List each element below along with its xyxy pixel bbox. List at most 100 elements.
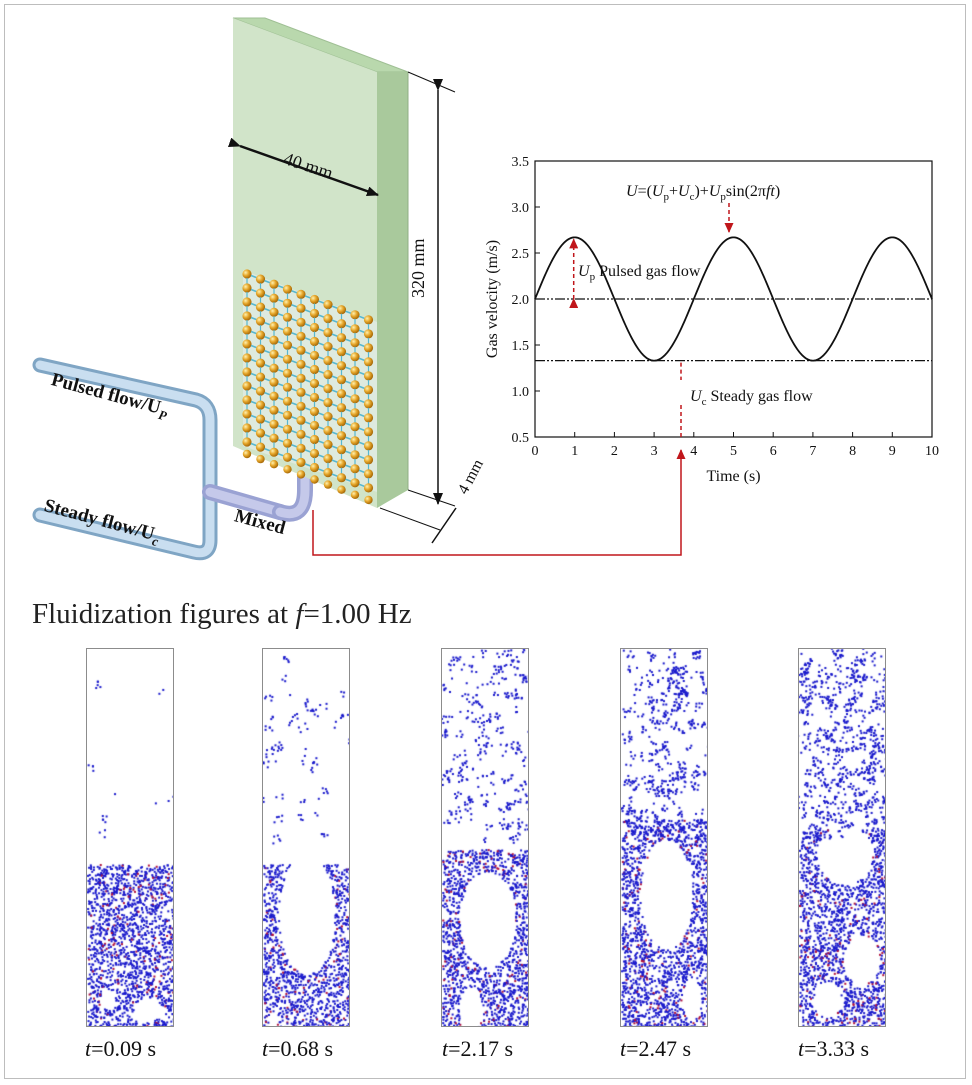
lattice-ball: [336, 333, 347, 343]
lattice-ball: [296, 429, 306, 439]
lattice-ball: [282, 340, 293, 350]
x-tick-label: 5: [730, 444, 737, 459]
lattice-ball: [255, 274, 266, 284]
lattice-ball: [269, 460, 279, 469]
x-tick-label: 6: [770, 444, 777, 459]
lattice-ball: [296, 345, 306, 355]
lattice-ball: [363, 455, 374, 465]
snapshot-panel-4: [620, 648, 708, 1027]
y-tick-label: 1.0: [512, 385, 530, 400]
snapshot-panel-1: [86, 648, 174, 1027]
depth-dimension-label: 4 mm: [455, 456, 488, 497]
lattice-ball: [323, 356, 333, 366]
particle-snapshot-5: [799, 649, 885, 1026]
lattice-ball: [255, 302, 266, 312]
lattice-ball: [363, 427, 374, 437]
lattice-ball: [282, 326, 293, 336]
lattice-ball: [296, 359, 306, 369]
snapshot-caption-3: t=2.17 s: [442, 1036, 514, 1061]
lattice-ball: [350, 464, 360, 474]
lattice-ball: [296, 373, 306, 383]
lattice-ball: [336, 417, 347, 427]
lattice-ball: [282, 354, 293, 364]
dimension-lines: [227, 71, 457, 544]
lattice-ball: [309, 322, 320, 333]
lattice-ball: [309, 294, 320, 305]
particle-snapshot-1: [87, 649, 173, 1026]
lattice-ball: [255, 386, 266, 396]
lattice-ball: [242, 423, 252, 433]
x-tick-label: 2: [611, 444, 618, 459]
lattice-ball: [336, 445, 347, 455]
lattice-ball: [269, 405, 279, 415]
lattice-ball: [350, 310, 360, 320]
gas-velocity-chart: 0 1 2 3 4 5 6 7 8 9 10 0.5 1.0 1.5 2.0 2.5 3.0 3.5 Time (s…: [484, 155, 939, 485]
snapshot-caption-1: t=0.09 s: [85, 1036, 157, 1061]
lattice-ball: [296, 443, 306, 453]
x-tick-label: 0: [532, 444, 539, 459]
lattice-ball: [323, 468, 333, 478]
lattice-ball: [323, 398, 333, 408]
lattice-ball: [323, 328, 333, 338]
lattice-ball: [350, 338, 360, 348]
lattice-ball: [350, 422, 360, 432]
lattice-ball: [282, 298, 293, 308]
lattice-ball: [296, 457, 306, 467]
lattice-ball: [269, 279, 279, 289]
lattice-ball: [309, 350, 320, 361]
lattice-ball: [296, 289, 306, 299]
lattice-ball: [310, 475, 319, 484]
lattice-ball: [309, 308, 320, 319]
inlet-to-chart-connector: [312, 449, 686, 556]
lattice-ball: [323, 412, 333, 422]
height-dimension-label: 320 mm: [408, 238, 428, 298]
lattice-ball: [242, 437, 252, 447]
lattice-ball: [350, 478, 360, 488]
lattice-ball: [323, 426, 333, 436]
inlet-pipes: [32, 357, 313, 561]
lattice-ball: [296, 401, 306, 411]
y-tick-label: 1.5: [512, 339, 530, 354]
fluidization-title: Fluidization figures at f=1.00 Hz: [32, 598, 412, 630]
lattice-ball: [242, 381, 252, 391]
x-tick-label: 4: [690, 444, 697, 459]
lattice-ball: [296, 415, 306, 425]
particle-bed-model: [242, 269, 377, 505]
lattice-ball: [256, 454, 265, 464]
lattice-ball: [336, 347, 347, 357]
lattice-ball: [350, 408, 360, 418]
lattice-ball: [309, 392, 320, 403]
lattice-ball: [255, 414, 266, 424]
lattice-ball: [255, 442, 266, 452]
lattice-ball: [269, 363, 279, 373]
lattice-ball: [296, 331, 306, 341]
x-tick-label: 3: [651, 444, 658, 459]
lattice-ball: [350, 380, 360, 390]
snapshot-caption-2: t=0.68 s: [262, 1036, 334, 1061]
lattice-ball: [323, 300, 333, 310]
y-tick-label: 0.5: [512, 431, 530, 446]
lattice-ball: [282, 438, 293, 448]
particle-snapshot-2: [263, 649, 349, 1026]
lattice-ball: [309, 378, 320, 389]
lattice-ball: [323, 314, 333, 324]
lattice-ball: [255, 428, 266, 438]
lattice-ball: [282, 284, 293, 294]
snapshot-panel-5: [798, 648, 886, 1027]
lattice-ball: [269, 447, 279, 457]
x-tick-label: 8: [849, 444, 856, 459]
lattice-ball: [336, 431, 347, 441]
lattice-ball: [336, 375, 347, 385]
lattice-ball: [255, 372, 266, 382]
particle-snapshot-4: [621, 649, 707, 1026]
lattice-ball: [309, 434, 320, 445]
lattice-ball: [269, 419, 279, 429]
lattice-ball: [350, 352, 360, 362]
y-tick-label: 3.5: [512, 155, 530, 170]
particle-snapshot-3: [442, 649, 528, 1026]
lattice-ball: [282, 424, 293, 434]
lattice-ball: [336, 459, 347, 469]
lattice-ball: [336, 305, 347, 315]
lattice-ball: [363, 329, 374, 339]
lattice-ball: [269, 377, 279, 387]
